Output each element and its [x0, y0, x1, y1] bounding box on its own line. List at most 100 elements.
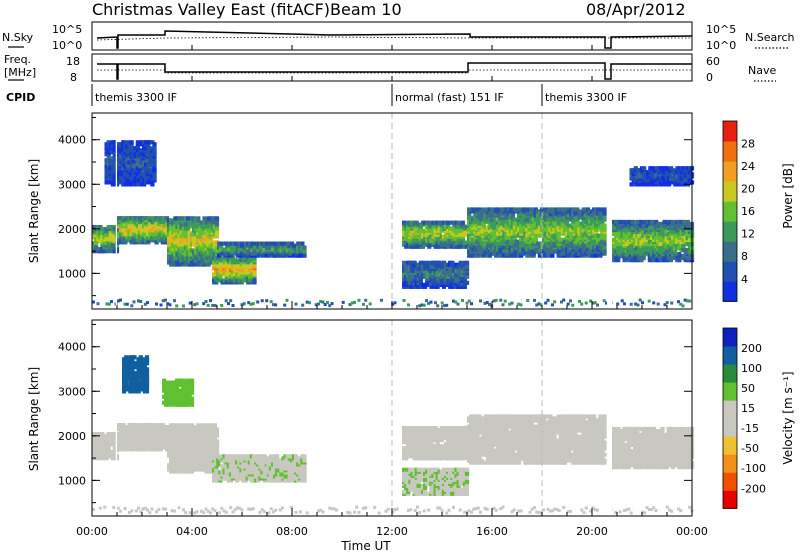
echo-cell: [211, 303, 215, 307]
echo-cell: [226, 454, 231, 459]
echo-cell: [630, 244, 636, 249]
echo-cell: [616, 302, 620, 306]
echo-cell: [108, 146, 113, 151]
echo-cell: [670, 219, 676, 225]
echo-cell: [620, 299, 624, 303]
echo-cell: [233, 251, 238, 256]
echo-cell: [683, 298, 687, 302]
echo-cell: [264, 241, 270, 246]
echo-cell: [121, 441, 126, 446]
echo-cell: [183, 246, 188, 251]
echo-cell: [183, 240, 188, 245]
echo-cell: [633, 233, 638, 239]
echo-cell: [519, 243, 524, 248]
echo-cell: [630, 248, 636, 253]
echo-cell: [683, 258, 688, 263]
echo-cell: [670, 301, 674, 305]
echo-cell: [214, 270, 219, 275]
echo-cell: [584, 301, 588, 305]
echo-cell: [196, 461, 201, 466]
echo-cell: [133, 164, 138, 169]
echo-cell: [569, 223, 574, 228]
echo-cell: [629, 302, 633, 306]
echo-cell: [539, 303, 543, 307]
echo-cell: [108, 180, 113, 185]
cpid-segment-label: normal (fast) 151 IF: [395, 91, 504, 104]
echo-cell: [673, 254, 678, 259]
echo-cell: [96, 225, 101, 230]
nsky-label: N.Sky: [2, 31, 34, 44]
colorbar-tick-label: 4: [741, 273, 748, 286]
echo-cell: [171, 220, 176, 225]
colorbar-swatch: [723, 141, 737, 162]
power-colorbar-label: Power [dB]: [781, 163, 795, 228]
echo-cell: [214, 427, 220, 432]
echo-cell: [227, 302, 230, 306]
echo-cell: [533, 298, 536, 302]
echo-cell: [535, 241, 540, 246]
echo-cell: [470, 302, 473, 306]
echo-cell: [183, 256, 188, 261]
echo-cell: [626, 246, 631, 251]
echo-cell: [247, 468, 252, 473]
echo-cell: [523, 207, 528, 212]
echo-cell: [121, 238, 126, 243]
echo-cell: [681, 244, 686, 249]
echo-cell: [248, 278, 253, 283]
echo-cell: [204, 300, 208, 303]
velocity-echo-layer: [92, 320, 695, 516]
echo-cell: [544, 301, 548, 305]
echo-cell: [301, 303, 305, 307]
echo-cell: [664, 223, 669, 229]
echo-cell: [171, 463, 176, 468]
echo-cell: [158, 220, 163, 225]
echo-cell: [208, 216, 213, 221]
echo-cell: [146, 228, 151, 233]
echo-cell: [208, 439, 213, 444]
echo-cell: [636, 303, 640, 307]
echo-cell: [108, 158, 113, 163]
echo-cell: [670, 248, 676, 253]
echo-cell: [214, 256, 219, 261]
echo-cell: [305, 300, 309, 304]
echo-cell: [252, 270, 257, 275]
echo-cell: [183, 429, 188, 434]
plot-title: Christmas Valley East (fitACF): [92, 0, 330, 19]
echo-cell: [656, 172, 661, 177]
echo-cell: [133, 216, 138, 221]
echo-cell: [326, 301, 329, 304]
echo-cell: [629, 182, 634, 187]
beam-label: Beam 10: [330, 0, 402, 19]
echo-cell: [519, 225, 524, 230]
echo-cell: [260, 299, 264, 303]
echo-cell: [681, 304, 685, 308]
echo-cell: [531, 217, 536, 222]
echo-cell: [688, 299, 692, 303]
echo-cell: [673, 237, 678, 243]
echo-cell: [171, 469, 176, 474]
echo-cell: [560, 300, 563, 304]
echo-cell: [106, 448, 111, 453]
echo-cell: [208, 423, 213, 428]
echo-cell: [158, 447, 163, 452]
echo-cell: [216, 472, 221, 477]
echo-cell: [96, 432, 101, 437]
echo-cell: [357, 298, 361, 302]
echo-cell: [594, 253, 599, 258]
echo-cell: [108, 233, 113, 238]
echo-cell: [647, 299, 651, 303]
echo-cell: [571, 303, 575, 307]
echo-cell: [526, 299, 530, 302]
velocity-ylabel: Slant Range [km]: [27, 367, 41, 471]
echo-cell: [196, 429, 201, 434]
echo-cell: [133, 182, 138, 187]
echo-cell: [164, 298, 167, 302]
echo-cell: [171, 427, 176, 432]
echo-cell: [216, 454, 221, 459]
echo-cell: [425, 260, 430, 265]
echo-cell: [407, 303, 410, 307]
echo-cell: [479, 299, 482, 303]
echo-cell: [633, 250, 638, 255]
colorbar-tick-label: 28: [741, 138, 755, 151]
